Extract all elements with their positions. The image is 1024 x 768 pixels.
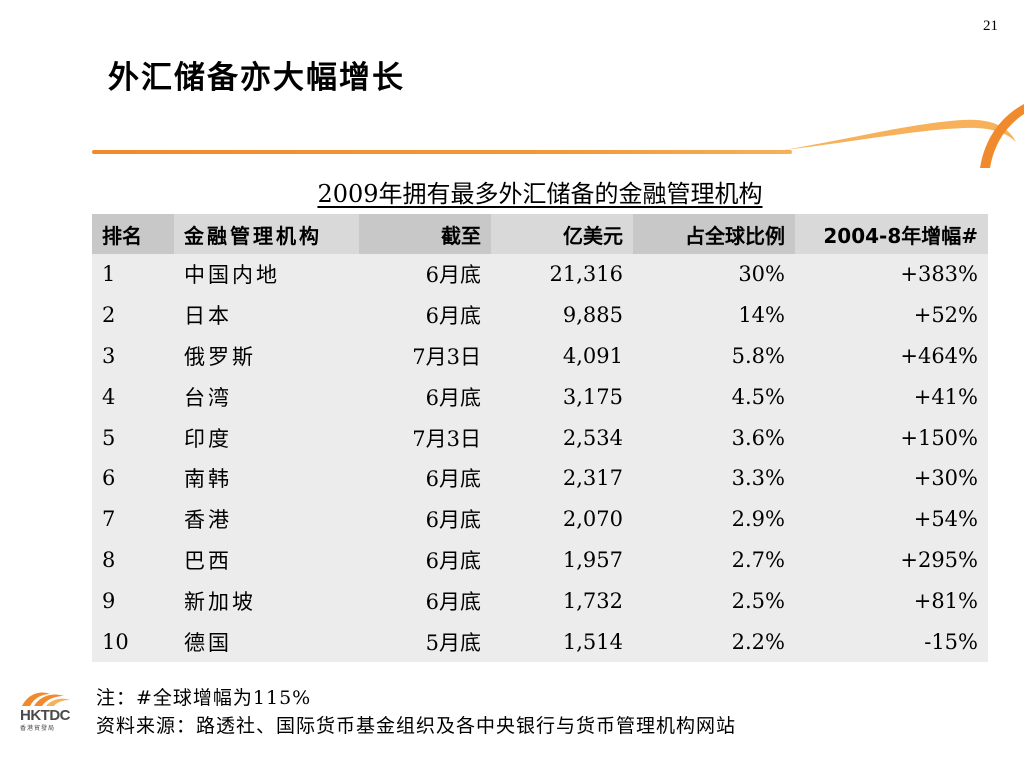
header-as-of: 截至: [359, 214, 491, 254]
table-row: 7 香港 6月底 2,070 2.9% +54%: [92, 498, 988, 540]
cell-amount: 21,316: [549, 262, 623, 287]
cell-global-share: 30%: [738, 262, 785, 287]
cell-institution: 台湾: [184, 385, 232, 410]
cell-rank: 7: [102, 507, 116, 532]
cell-institution: 日本: [184, 304, 232, 329]
table-row: 4 台湾 6月底 3,175 4.5% +41%: [92, 376, 988, 418]
table-body: 1 中国内地 6月底 21,316 30% +383% 2 日本 6月底 9,885 14% +52%…: [92, 254, 988, 662]
cell-as-of: 6月底: [425, 467, 481, 492]
cell-rank: 6: [102, 466, 116, 491]
cell-amount: 4,091: [562, 343, 623, 368]
cell-rank: 10: [102, 629, 129, 654]
cell-as-of: 5月底: [425, 630, 481, 655]
reserves-table: 排名 金融管理机构 截至 亿美元 占全球比例 2004-8年增幅# 1 中国内地 6…: [92, 214, 988, 662]
header-rank: 排名: [92, 214, 174, 254]
cell-institution: 新加坡: [184, 589, 256, 614]
title-underline-rule: [92, 150, 792, 154]
cell-rank: 9: [102, 588, 116, 613]
cell-global-share: 2.2%: [731, 629, 785, 654]
cell-global-share: 5.8%: [731, 343, 785, 368]
cell-global-share: 3.6%: [731, 425, 785, 450]
table-row: 9 新加坡 6月底 1,732 2.5% +81%: [92, 580, 988, 622]
cell-rank: 5: [102, 425, 116, 450]
cell-growth: +295%: [900, 547, 978, 572]
header-institution: 金融管理机构: [174, 214, 359, 254]
cell-as-of: 6月底: [425, 589, 481, 614]
notes-block: 注：#全球增幅为115% 资料来源：路透社、国际货币基金组织及各中央银行与货币管…: [96, 684, 736, 740]
cell-growth: +41%: [913, 384, 978, 409]
table-row: 6 南韩 6月底 2,317 3.3% +30%: [92, 457, 988, 499]
cell-as-of: 6月底: [425, 304, 481, 329]
source-note: 资料来源：路透社、国际货币基金组织及各中央银行与货币管理机构网站: [96, 715, 737, 737]
cell-as-of: 6月底: [425, 263, 481, 288]
header-growth: 2004-8年增幅#: [795, 214, 988, 254]
cell-institution: 南韩: [184, 467, 232, 492]
cell-growth: +464%: [900, 343, 978, 368]
cell-growth: +54%: [913, 507, 978, 532]
cell-amount: 2,534: [562, 425, 623, 450]
cell-amount: 1,514: [562, 629, 623, 654]
cell-institution: 德国: [184, 630, 232, 655]
cell-growth: -15%: [924, 629, 978, 654]
footnote: 注：#全球增幅为115%: [96, 687, 312, 709]
cell-global-share: 2.5%: [731, 588, 785, 613]
cell-growth: +383%: [900, 262, 978, 287]
table-row: 3 俄罗斯 7月3日 4,091 5.8% +464%: [92, 335, 988, 377]
cell-amount: 1,732: [562, 588, 623, 613]
cell-amount: 9,885: [562, 303, 623, 328]
table-row: 5 印度 7月3日 2,534 3.6% +150%: [92, 417, 988, 458]
cell-amount: 1,957: [562, 547, 623, 572]
header-amount: 亿美元: [491, 214, 633, 254]
hktdc-logo: HKTDC 香港貿發局: [20, 690, 76, 732]
cell-as-of: 6月底: [425, 508, 481, 533]
header-global-share: 占全球比例: [633, 214, 795, 254]
table-row: 2 日本 6月底 9,885 14% +52%: [92, 294, 988, 336]
orange-swoosh-decoration: [784, 104, 1024, 168]
table-row: 1 中国内地 6月底 21,316 30% +383%: [92, 254, 988, 295]
cell-institution: 巴西: [184, 548, 232, 573]
slide-title: 外汇储备亦大幅增长: [108, 60, 405, 96]
cell-global-share: 3.3%: [731, 466, 785, 491]
cell-institution: 中国内地: [184, 263, 280, 288]
cell-growth: +81%: [913, 588, 978, 613]
cell-amount: 3,175: [562, 384, 623, 409]
logo-subtext: 香港貿發局: [20, 725, 56, 732]
cell-amount: 2,317: [562, 466, 623, 491]
table-row: 8 巴西 6月底 1,957 2.7% +295%: [92, 539, 988, 581]
cell-as-of: 6月底: [425, 385, 481, 410]
cell-global-share: 4.5%: [731, 384, 785, 409]
table-caption: 2009年拥有最多外汇储备的金融管理机构: [317, 180, 763, 208]
cell-rank: 2: [102, 303, 116, 328]
cell-institution: 印度: [184, 426, 232, 451]
cell-global-share: 2.9%: [731, 507, 785, 532]
cell-as-of: 6月底: [425, 548, 481, 573]
cell-global-share: 2.7%: [731, 547, 785, 572]
table-header-row: 排名 金融管理机构 截至 亿美元 占全球比例 2004-8年增幅#: [92, 214, 988, 254]
cell-growth: +150%: [900, 425, 978, 450]
cell-rank: 8: [102, 547, 116, 572]
cell-growth: +30%: [913, 466, 978, 491]
hktdc-logo-icon: [22, 692, 70, 706]
cell-amount: 2,070: [562, 507, 623, 532]
cell-rank: 1: [102, 262, 116, 287]
cell-rank: 3: [102, 343, 116, 368]
page-number: 21: [983, 18, 998, 34]
cell-as-of: 7月3日: [412, 344, 481, 369]
cell-growth: +52%: [913, 303, 978, 328]
cell-global-share: 14%: [738, 303, 785, 328]
logo-text: HKTDC: [20, 707, 71, 724]
cell-institution: 香港: [184, 508, 232, 533]
table-row: 10 德国 5月底 1,514 2.2% -15%: [92, 621, 988, 662]
cell-rank: 4: [102, 384, 116, 409]
cell-as-of: 7月3日: [412, 426, 481, 451]
cell-institution: 俄罗斯: [184, 344, 256, 369]
